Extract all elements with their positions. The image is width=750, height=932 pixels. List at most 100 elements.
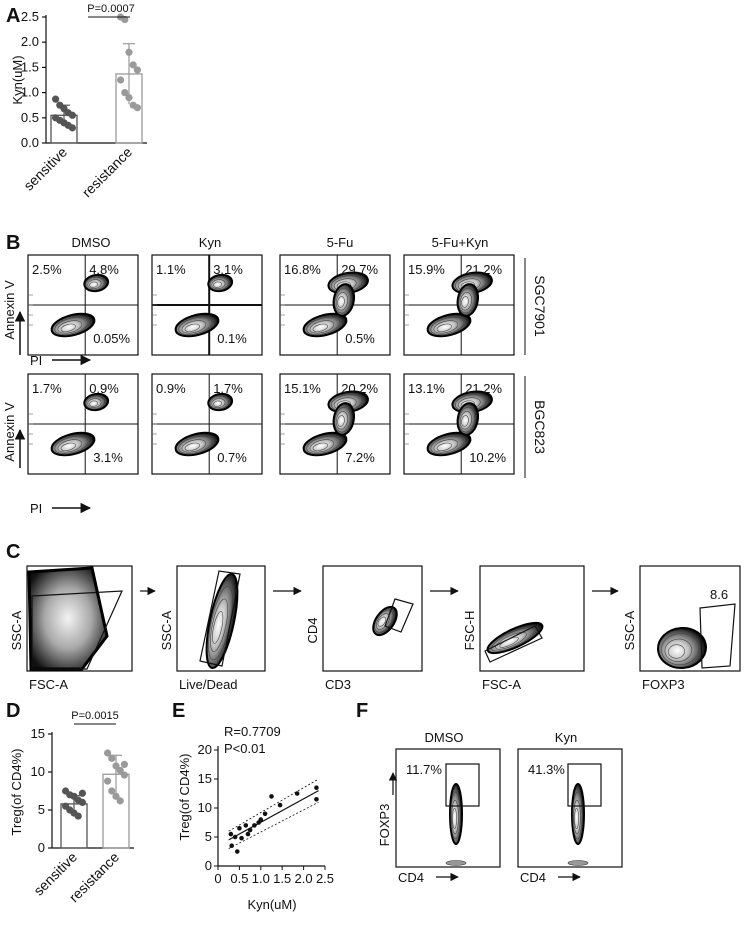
cell-population-apoptotic-extra xyxy=(456,402,480,436)
panel-c: C SSC-AFSC-ASSC-ALive/DeadCD4CD3FSC-HFSC… xyxy=(6,541,741,692)
panel-b-header-5fu-kyn: 5-Fu+Kyn xyxy=(432,235,489,250)
panel-label-f: F xyxy=(356,700,368,722)
panel-a-x-labels: sensitive resistance xyxy=(20,144,135,201)
data-point xyxy=(121,15,129,24)
cell-population-apoptotic-contour xyxy=(85,395,105,410)
gating-ylabel: CD4 xyxy=(305,617,320,643)
cell-population-live-contour xyxy=(178,435,213,454)
flow-plot-r1-c2: 1.1% 3.1% 0.1% xyxy=(151,254,263,356)
gate-box xyxy=(445,763,480,807)
cell-population-live-contour xyxy=(57,439,83,453)
cell-population-live xyxy=(302,431,348,457)
panel-b-row1-ylabel: Annexin V xyxy=(2,280,17,340)
flow-plot-r1-c4: 15.9% 21.2% xyxy=(403,254,515,356)
panel-e: E Treg(of CD4%) Kyn(uM) R=0.7709 P<0.01 … xyxy=(172,700,334,912)
cell-population-live-contour xyxy=(178,316,213,335)
data-point xyxy=(52,95,60,103)
scatter-point xyxy=(314,785,319,790)
y-tick-label: 2.5 xyxy=(21,9,39,24)
y-tick-label: 1.0 xyxy=(21,85,39,100)
cell-population-live-contour xyxy=(309,320,335,334)
cell-population-apoptotic-contour xyxy=(87,398,102,408)
cell-population-live xyxy=(174,312,220,338)
cell-population-live-contour xyxy=(436,323,452,332)
panel-b-header-kyn: Kyn xyxy=(199,235,221,250)
percent-upper-left: 0.9% xyxy=(156,381,186,396)
foxp3-plot-2: 41.3% CD4 xyxy=(517,748,623,885)
percent-upper-right: 21.2% xyxy=(465,262,502,277)
percent-upper-left: 1.1% xyxy=(156,262,186,277)
cell-population-live-contour xyxy=(184,442,200,451)
panel-label-a: A xyxy=(6,5,20,27)
cell-population-live-contour xyxy=(312,442,328,451)
cell-population-apoptotic-contour xyxy=(89,281,98,288)
gate-percent: 41.3% xyxy=(528,762,565,777)
cell-population-live xyxy=(302,312,348,338)
percent-upper-right: 1.7% xyxy=(213,381,243,396)
cell-density xyxy=(449,783,463,845)
panel-a-bars xyxy=(46,13,147,144)
panel-label-b: B xyxy=(6,232,20,254)
panel-d-pvalue: P=0.0015 xyxy=(71,710,118,722)
cell-population-live-contour xyxy=(181,439,207,453)
gating-plot-5: SSC-A FOXP3 8.6 xyxy=(622,565,741,692)
cell-population-live xyxy=(426,431,472,457)
y-tick-label: 10 xyxy=(31,764,45,779)
cell-density xyxy=(486,621,544,655)
scatter-point xyxy=(247,827,253,833)
gate-polygon xyxy=(31,590,123,670)
data-point xyxy=(133,66,141,74)
cell-density-contour xyxy=(495,632,527,650)
xlabel-cd4: CD4 xyxy=(520,870,546,885)
panel-d-bars xyxy=(52,749,134,849)
scatter-point xyxy=(239,835,244,841)
y-tick-label: 0 xyxy=(205,858,212,873)
confidence-band-lower xyxy=(228,801,319,849)
scatter-point xyxy=(262,811,268,817)
cell-population-live-contour xyxy=(436,442,452,451)
cell-population-apoptotic-contour xyxy=(213,400,222,407)
cell-population-apoptotic-extra-body xyxy=(332,283,356,317)
cell-density xyxy=(571,783,585,845)
panel-b-row1-xlabel: PI xyxy=(30,353,42,368)
flow-plot-r2-c4: 13.1% 21.2% 10.2% xyxy=(403,373,515,475)
data-point xyxy=(112,762,120,770)
cell-population-live xyxy=(426,312,472,338)
cell-population-apoptotic-extra xyxy=(456,283,480,317)
cell-population-live-body xyxy=(302,431,348,457)
cell-density-body xyxy=(486,621,544,655)
cell-population-apoptotic-contour xyxy=(211,279,226,289)
cell-population-live-contour xyxy=(312,323,328,332)
gate-polygon xyxy=(384,598,414,633)
cell-population-apoptotic-contour xyxy=(211,398,226,408)
data-point xyxy=(68,111,76,119)
cell-density-contour xyxy=(452,807,457,829)
cell-density-contour xyxy=(661,633,700,666)
y-tick-label: 15 xyxy=(198,771,212,786)
cell-density-baseline xyxy=(445,860,467,866)
panel-a-ylabel: Kyn(uM) xyxy=(10,55,25,104)
gate-polygon xyxy=(699,603,736,669)
gating-xlabel: Live/Dead xyxy=(179,677,238,692)
cell-population-apoptotic xyxy=(83,392,110,412)
panel-b-row2-xlabel: PI xyxy=(30,501,42,516)
gating-xlabel: FSC-A xyxy=(29,677,68,692)
data-point xyxy=(112,792,120,800)
data-point xyxy=(78,789,86,797)
cell-density-contour xyxy=(212,611,224,644)
regression-line xyxy=(228,790,319,841)
cell-population-apoptotic-contour xyxy=(209,395,229,410)
cell-population-apoptotic-contour xyxy=(87,279,102,289)
flow-plot-r2-c3: 15.1% 20.2% 7.2% xyxy=(279,373,391,475)
cell-density-contour xyxy=(376,613,390,630)
panel-b-header-5fu: 5-Fu xyxy=(327,235,354,250)
cell-density-contour xyxy=(573,799,581,835)
cell-population-apoptotic-extra-contour xyxy=(461,296,469,308)
data-point xyxy=(104,777,112,785)
plot-frame xyxy=(395,748,501,868)
cell-population-live-body xyxy=(50,431,96,457)
percent-upper-right: 21.2% xyxy=(465,381,502,396)
percent-upper-right: 29.7% xyxy=(341,262,378,277)
